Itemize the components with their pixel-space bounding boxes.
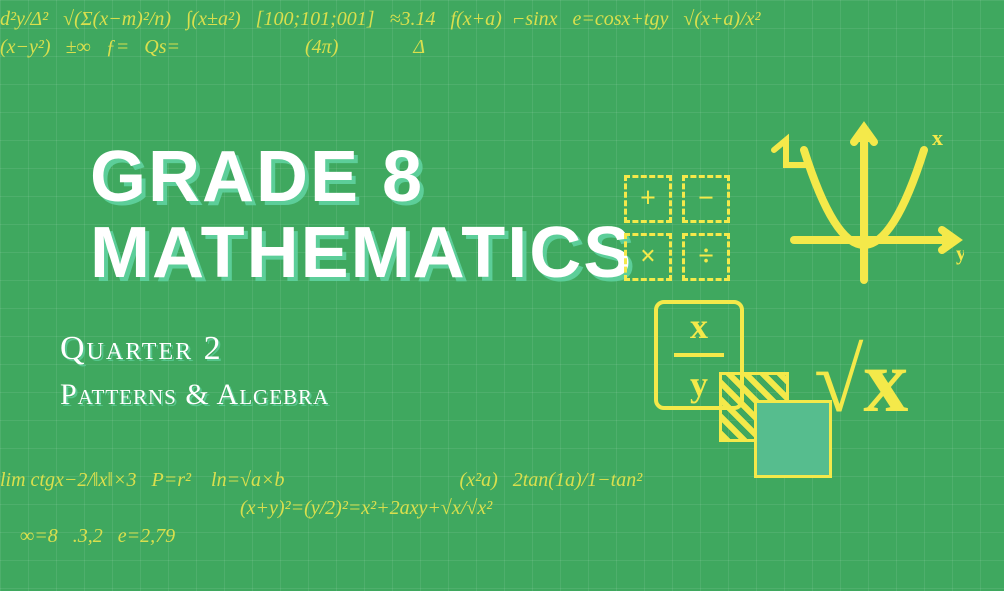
square-root-icon: √x <box>814 330 908 433</box>
decorative-formulas-top: d²y/Δ² √(Σ(x−m)²/n) ∫(x±a²) [100;101;001… <box>0 5 1004 115</box>
divide-icon: ÷ <box>682 233 730 281</box>
fraction-denominator: y <box>690 363 708 405</box>
parabola-axes-icon: x y <box>764 120 964 300</box>
plus-icon: + <box>624 175 672 223</box>
math-icons-group: + − × ÷ x y x y √x <box>624 120 964 460</box>
title-line-1: GRADE 8 <box>90 140 650 216</box>
subtitle-topic: Patterns & Algebra <box>60 378 329 412</box>
decorative-formulas-bottom: lim ctgx−2/‖x‖×3 P=r² ln=√a×b (x²a) 2tan… <box>0 466 1004 586</box>
subtitle-quarter: Quarter 2 <box>60 330 223 368</box>
y-axis-label: y <box>956 243 964 265</box>
page-title: GRADE 8 MATHEMATICS <box>90 140 650 291</box>
x-axis-label: x <box>932 125 943 150</box>
fraction-bar <box>674 353 724 357</box>
minus-icon: − <box>682 175 730 223</box>
title-line-2: MATHEMATICS <box>90 216 650 292</box>
fraction-numerator: x <box>690 305 708 347</box>
radicand: x <box>863 332 908 431</box>
operations-grid-icon: + − × ÷ <box>624 175 734 285</box>
multiply-icon: × <box>624 233 672 281</box>
